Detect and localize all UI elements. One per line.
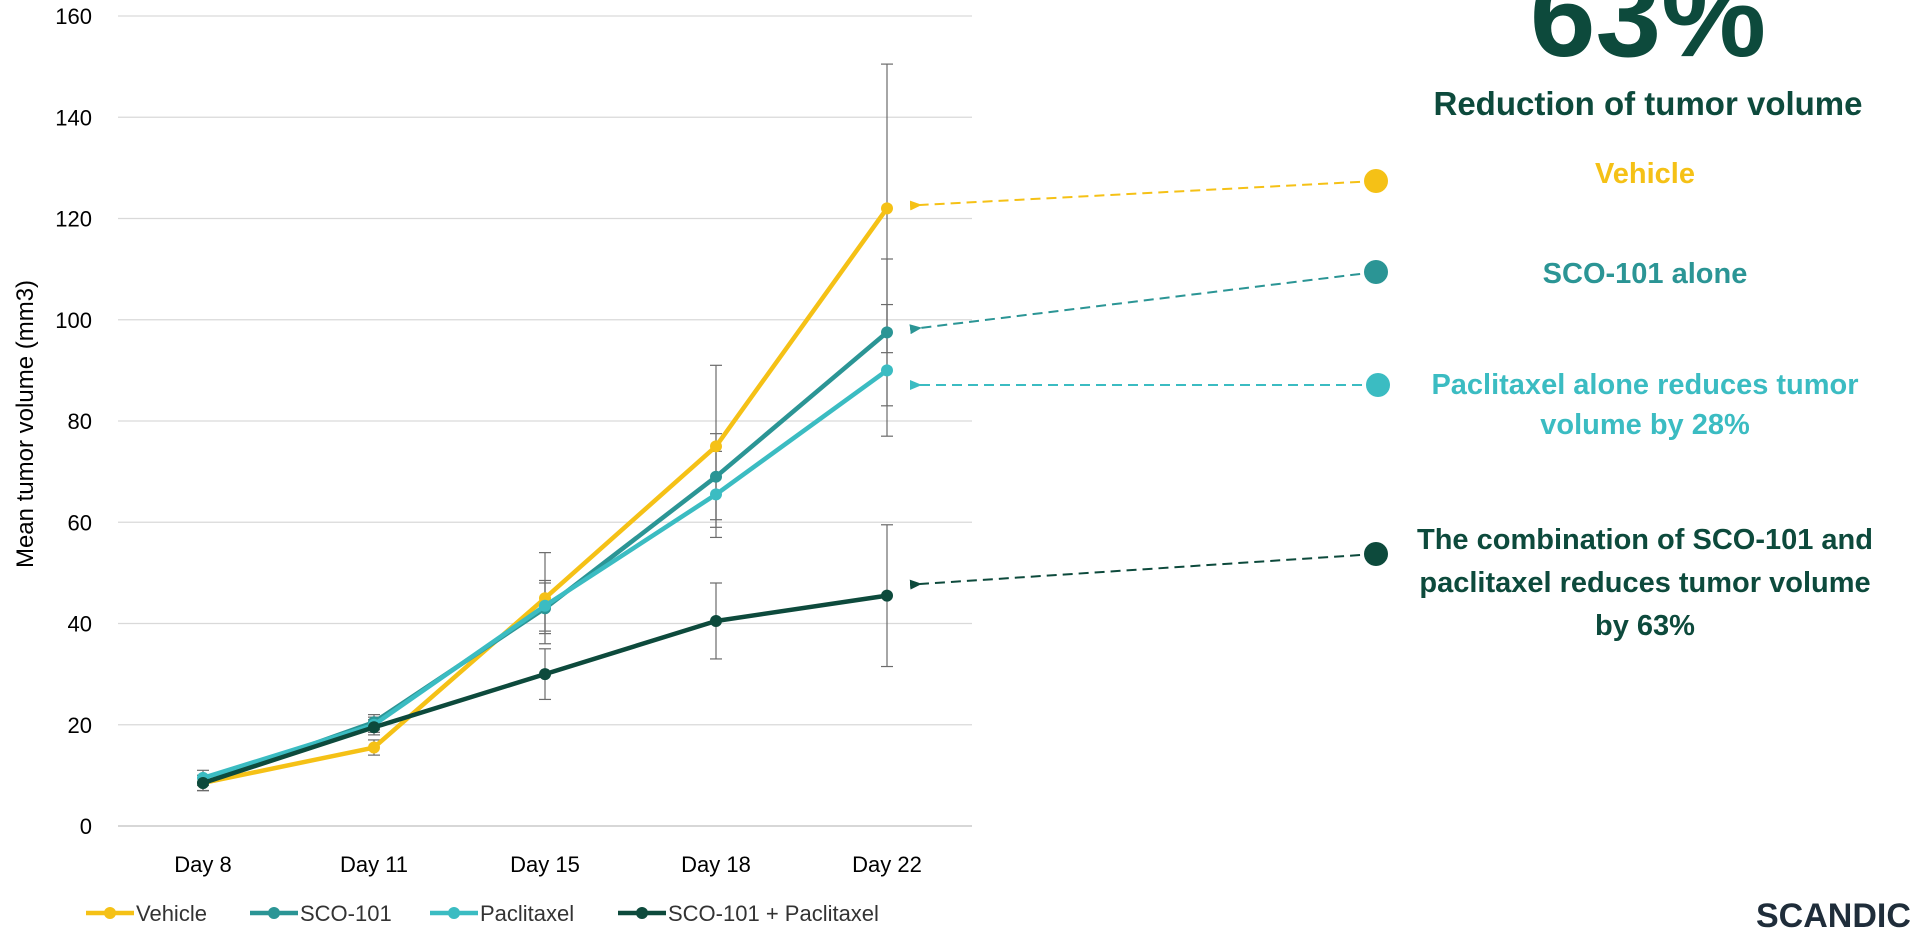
legend-marker (104, 907, 116, 919)
y-tick-label: 0 (80, 814, 92, 839)
x-tick-label: Day 15 (510, 852, 580, 877)
annotation-arrow (909, 271, 1377, 335)
error-bars (197, 63, 893, 792)
data-point-vehicle (881, 202, 893, 215)
annotation-dot (1366, 373, 1390, 397)
y-axis-title: Mean tumor volume (mm3) (12, 280, 39, 568)
legend-label: SCO-101 + Paclitaxel (668, 901, 879, 926)
annotation-dot (1364, 169, 1388, 193)
legend-marker (448, 907, 460, 919)
annotation-text: Paclitaxel alone reduces tumor (1431, 369, 1858, 401)
summary-percentage: 63% (1530, 0, 1766, 82)
y-tick-label: 120 (55, 207, 92, 232)
y-tick-label: 140 (55, 105, 92, 130)
x-tick-labels: Day 8 Day 11 Day 15 Day 18 Day 22 (174, 852, 922, 877)
legend-label: Vehicle (136, 901, 207, 926)
annotation-text: by 63% (1595, 610, 1695, 642)
data-point-vehicle (368, 741, 380, 754)
data-point-sco-101-paclitaxel (710, 614, 722, 627)
y-tick-label: 80 (68, 409, 92, 434)
data-point-sco-101 (881, 326, 893, 339)
y-tick-label: 20 (68, 713, 92, 738)
legend-marker (636, 907, 648, 919)
y-tick-label: 100 (55, 308, 92, 333)
data-point-paclitaxel (539, 599, 551, 612)
annotation-text: The combination of SCO-101 and (1417, 524, 1873, 556)
data-point-paclitaxel (710, 488, 722, 501)
annotation-text: SCO-101 alone (1543, 258, 1748, 290)
y-tick-label: 160 (55, 4, 92, 29)
legend-label: Paclitaxel (480, 901, 574, 926)
data-point-sco-101-paclitaxel (368, 721, 380, 734)
data-point-sco-101 (710, 470, 722, 483)
data-point-sco-101-paclitaxel (197, 776, 209, 789)
x-tick-label: Day 8 (174, 852, 231, 877)
data-point-vehicle (710, 440, 722, 453)
y-tick-label: 40 (68, 612, 92, 637)
legend-label: SCO-101 (300, 901, 392, 926)
annotation-text: Vehicle (1595, 158, 1695, 190)
annotation-dot (1364, 260, 1388, 284)
annotation-dot (1364, 542, 1388, 566)
data-point-sco-101-paclitaxel (539, 668, 551, 681)
gridlines (118, 15, 972, 827)
annotation-arrow (909, 553, 1377, 590)
annotation-text: paclitaxel reduces tumor volume (1419, 567, 1870, 599)
data-point-sco-101-paclitaxel (881, 589, 893, 602)
legend: Vehicle SCO-101 Paclitaxel SCO-101 + Paclit… (86, 901, 879, 926)
x-tick-label: Day 11 (340, 852, 408, 877)
y-tick-label: 60 (68, 510, 92, 535)
y-tick-labels: 0 20 40 60 80 100 120 140 160 (55, 4, 92, 839)
annotation-text: volume by 28% (1540, 409, 1750, 441)
summary-headline: Reduction of tumor volume (1434, 85, 1863, 122)
x-tick-label: Day 22 (852, 852, 922, 877)
brand-logo-text: SCANDIC (1756, 897, 1911, 928)
legend-marker (268, 907, 280, 919)
annotations: Vehicle SCO-101 alone Paclitaxel alone red… (909, 158, 1873, 642)
annotation-arrow (909, 180, 1377, 211)
x-tick-label: Day 18 (681, 852, 751, 877)
series-lines (197, 202, 893, 789)
data-point-paclitaxel (881, 364, 893, 377)
